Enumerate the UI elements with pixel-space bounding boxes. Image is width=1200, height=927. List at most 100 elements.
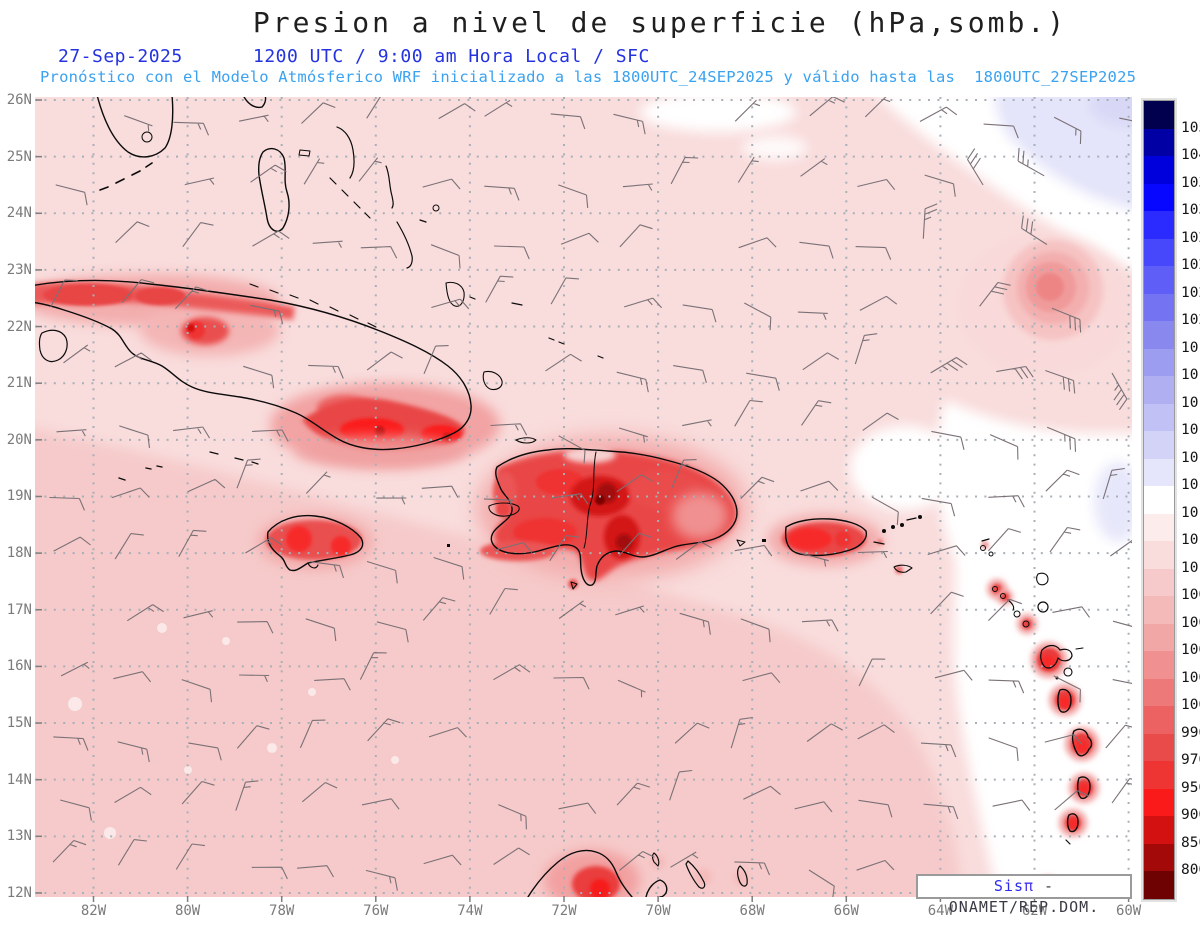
lon-label: 76W — [363, 903, 389, 919]
page-title: Presion a nivel de superficie (hPa,somb.… — [252, 6, 1068, 39]
pi-glyph: π — [1024, 877, 1035, 895]
colorbar-segment — [1144, 568, 1174, 597]
graticule — [35, 97, 1132, 897]
colorbar-label: 1020 — [1181, 312, 1200, 329]
lat-label: 19N — [6, 488, 32, 505]
colorbar-segment — [1144, 211, 1174, 239]
colorbar-segment — [1144, 761, 1174, 789]
colorbar-label: 1018 — [1181, 367, 1200, 384]
colorbar-segment — [1144, 128, 1174, 157]
colorbar-label: 990 — [1181, 724, 1200, 741]
lat-label: 18N — [6, 545, 32, 562]
colorbar-label: 800 — [1181, 862, 1200, 879]
colorbar-segment — [1144, 706, 1174, 734]
colorbar-segment — [1144, 431, 1174, 459]
colorbar-segment — [1144, 871, 1174, 899]
colorbar-segment — [1144, 266, 1174, 294]
wind-barbs — [49, 97, 1132, 897]
lon-label: 74W — [457, 903, 483, 919]
colorbar-segment — [1144, 376, 1174, 404]
colorbar-label: 1030 — [1181, 202, 1200, 219]
cuba-shading — [35, 274, 500, 468]
lat-label: 25N — [6, 148, 32, 165]
coastlines — [35, 97, 1093, 897]
colorbar-segment — [1144, 843, 1174, 872]
colorbar-segment — [1144, 101, 1174, 129]
colorbar-segment — [1144, 513, 1174, 542]
pressure-shading — [35, 97, 1132, 897]
colorbar-label: 1004 — [1181, 642, 1200, 659]
lat-label: 26N — [6, 92, 32, 108]
cyclone-shading — [960, 235, 1130, 375]
colorbar-label: 1017 — [1181, 394, 1200, 411]
colorbar-segment — [1144, 678, 1174, 707]
lat-label: 24N — [6, 205, 32, 222]
lat-label: 15N — [6, 715, 32, 732]
colorbar-segment — [1144, 623, 1174, 652]
colorbar-label: 1025 — [1181, 257, 1200, 274]
lat-label: 14N — [6, 771, 32, 788]
colorbar-segment — [1144, 348, 1174, 377]
colorbar-label: 900 — [1181, 807, 1200, 824]
lon-label: 80W — [174, 903, 201, 919]
lon-label: 72W — [551, 903, 577, 919]
colorbar-segment — [1144, 321, 1174, 349]
lat-label: 12N — [6, 884, 32, 901]
colorbar-label: 1013 — [1181, 504, 1200, 521]
lon-label: 60W — [1115, 903, 1142, 919]
colorbar-label: 1014 — [1181, 477, 1200, 494]
colorbar-label: 850 — [1181, 834, 1200, 851]
colorbar-segment — [1144, 651, 1174, 679]
colorbar-segment — [1144, 238, 1174, 267]
lon-label: 82W — [80, 903, 107, 919]
colorbar-segment — [1144, 733, 1174, 762]
colorbar-label: 1050 — [1181, 119, 1200, 136]
lat-label: 17N — [6, 601, 32, 618]
colorbar-label: 1015 — [1181, 449, 1200, 466]
colorbar-segment — [1144, 458, 1174, 487]
colorbar-label: 1016 — [1181, 422, 1200, 439]
colorbar-segment — [1144, 788, 1174, 817]
colorbar-segment — [1144, 596, 1174, 624]
hispaniola-shading — [477, 436, 747, 589]
credit-text: - ONAMET/REP.DOM. — [948, 877, 1100, 916]
credit-box: Sisπ - ONAMET/REP.DOM. — [916, 874, 1132, 916]
lat-label: 13N — [6, 828, 32, 845]
sispi-logo: Sis — [993, 877, 1024, 895]
lon-label: 68W — [739, 903, 765, 919]
model-init-line: Pronóstico con el Modelo Atmósferico WRF… — [40, 68, 1137, 86]
guajira-shading — [544, 850, 749, 897]
lat-label: 21N — [6, 375, 32, 392]
colorbar-segment — [1144, 816, 1174, 844]
colorbar-label: 1002 — [1181, 669, 1200, 686]
colorbar-label: 1028 — [1181, 229, 1200, 246]
lon-label: 70W — [645, 903, 671, 919]
lon-label: 66W — [833, 903, 859, 919]
colorbar-label: 1000 — [1181, 697, 1200, 714]
colorbar-label: 1022 — [1181, 284, 1200, 301]
colorbar-segment — [1144, 541, 1174, 569]
forecast-date: 27-Sep-2025 — [58, 46, 183, 67]
colorbar-label: 970 — [1181, 752, 1200, 769]
colorbar-label: 950 — [1181, 779, 1200, 796]
lat-label: 22N — [6, 318, 32, 335]
colorbar-label: 1006 — [1181, 614, 1200, 631]
colorbar-label: 1019 — [1181, 339, 1200, 356]
colorbar-label: 1040 — [1181, 147, 1200, 164]
colorbar-segment — [1144, 486, 1174, 514]
colorbar-segment — [1144, 156, 1174, 184]
colorbar-segment — [1144, 293, 1174, 322]
colorbar-label: 1035 — [1181, 174, 1200, 191]
lat-label: 20N — [6, 431, 32, 448]
lat-label: 16N — [6, 658, 32, 675]
pressure-colorbar — [1141, 98, 1177, 902]
lon-label: 64W — [927, 903, 954, 919]
colorbar-label: 1008 — [1181, 587, 1200, 604]
forecast-time: 1200 UTC / 9:00 am Hora Local / SFC — [253, 46, 650, 67]
lon-label: 62W — [1013, 903, 1057, 919]
colorbar-segment — [1144, 183, 1174, 212]
lat-label: 23N — [6, 261, 32, 278]
colorbar-segment — [1144, 403, 1174, 432]
